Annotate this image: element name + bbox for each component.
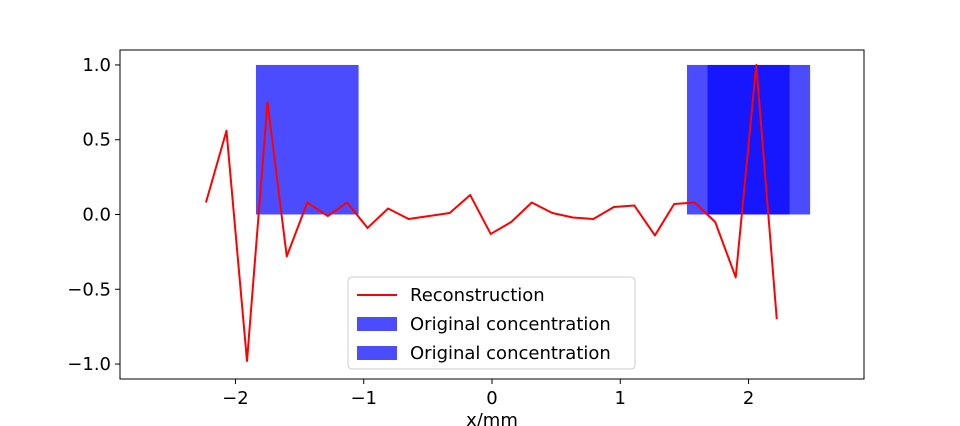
reconstruction-line bbox=[204, 63, 778, 363]
legend: Reconstruction Original concentration Orig… bbox=[347, 276, 636, 370]
y-tick-label: 0.5 bbox=[82, 130, 111, 151]
legend-swatch-bar bbox=[357, 346, 397, 360]
legend-label: Original concentration bbox=[410, 343, 611, 364]
legend-label: Original concentration bbox=[410, 314, 611, 335]
legend-swatch-bar bbox=[357, 317, 397, 331]
x-axis: −2 −1 0 1 2 bbox=[222, 379, 754, 409]
y-tick-label: −1.0 bbox=[67, 354, 111, 375]
legend-label: Reconstruction bbox=[410, 285, 545, 306]
y-tick-label: 1.0 bbox=[82, 55, 111, 76]
y-axis: 1.0 0.5 0.0 −0.5 −1.0 bbox=[67, 55, 120, 375]
x-tick-label: −1 bbox=[350, 388, 377, 409]
x-tick-label: 1 bbox=[615, 388, 626, 409]
x-tick-label: −2 bbox=[222, 388, 249, 409]
bars-layer bbox=[255, 64, 811, 215]
y-tick-label: 0.0 bbox=[82, 205, 111, 226]
line-layer bbox=[204, 63, 778, 363]
x-tick-label: 2 bbox=[743, 388, 754, 409]
legend-box bbox=[347, 276, 636, 370]
x-tick-label: 0 bbox=[486, 388, 497, 409]
x-axis-label: x/mm bbox=[466, 410, 518, 426]
y-tick-label: −0.5 bbox=[67, 279, 111, 300]
